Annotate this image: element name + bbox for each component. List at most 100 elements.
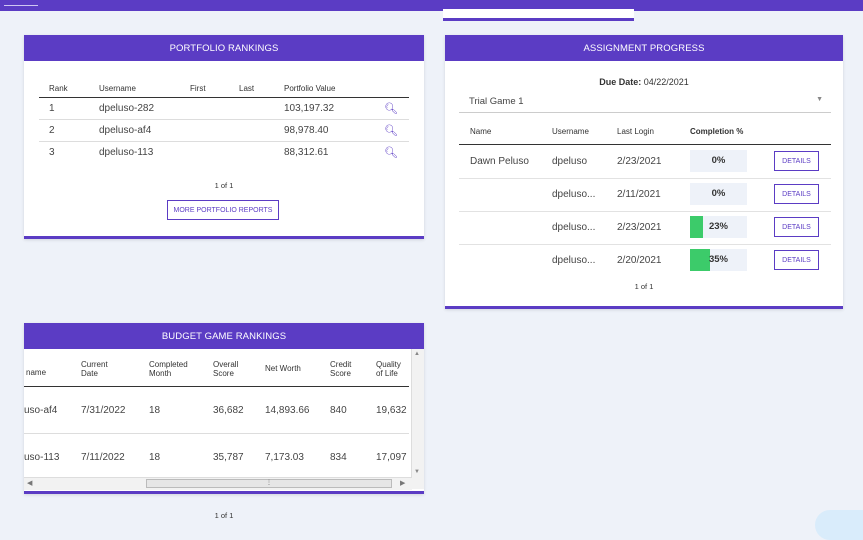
username-cell: dpeluso-282 (99, 97, 190, 120)
budget-table-scroll-area[interactable]: name Current Date Completed Month Overall S… (24, 349, 424, 491)
current-date-cell: 7/31/2022 (81, 405, 126, 416)
col-completed-month-line2: Month (149, 369, 172, 378)
table-row: 3 dpeluso-113 88,312.61 🔍︎ (39, 142, 409, 164)
first-cell (190, 97, 239, 120)
back-arrow-icon[interactable] (4, 0, 38, 6)
completion-progress-fill (690, 216, 704, 238)
completed-month-cell: 18 (149, 405, 161, 416)
assignment-select-value: Trial Game 1 (469, 96, 524, 107)
completion-value: 0% (711, 155, 726, 166)
details-button[interactable]: DETAILS (774, 151, 819, 171)
help-chat-button[interactable] (815, 510, 863, 540)
table-row: 2 dpeluso-af4 98,978.40 🔍︎ (39, 119, 409, 142)
magnifier-search-icon[interactable]: 🔍︎ (384, 147, 398, 159)
col-credit-score-line1: Credit (330, 360, 352, 369)
top-navigation-bar (0, 0, 863, 21)
due-date-value: 04/22/2021 (643, 77, 689, 87)
completion-progress: 23% (690, 216, 747, 238)
portfolio-rankings-title: PORTFOLIO RANKINGS (24, 35, 424, 61)
horizontal-scroll-thumb[interactable]: ⋮ (146, 479, 392, 488)
assignment-select[interactable]: Trial Game 1 ▼ (459, 90, 831, 113)
username-cell: dpeluso-af4 (99, 119, 190, 142)
completed-month-cell: 18 (149, 452, 161, 463)
scroll-left-arrow-icon[interactable]: ◀ (27, 480, 33, 487)
username-cell: uso-113 (24, 452, 60, 463)
username-cell: dpeluso (552, 156, 588, 167)
net-worth-cell: 7,173.03 (265, 452, 304, 463)
col-first: First (190, 79, 239, 98)
assignment-table-header: Name Username Last Login Completion % (459, 125, 831, 145)
budget-game-rankings-title: BUDGET GAME RANKINGS (24, 323, 424, 349)
table-row: dpeluso... 2/20/2021 35% DETAILS (459, 244, 831, 277)
col-completed-month: Completed Month (149, 360, 188, 378)
action-cell: 🔍︎ (384, 97, 409, 120)
rank-cell: 3 (49, 147, 55, 158)
col-rank: Rank (39, 79, 99, 98)
col-current-date: Current Date (81, 360, 108, 378)
vertical-scrollbar[interactable]: ▲ ▼ (411, 349, 424, 477)
completion-value: 23% (708, 221, 728, 232)
col-overall-score-line2: Score (213, 369, 234, 378)
details-button[interactable]: DETAILS (774, 250, 819, 270)
col-net-worth: Net Worth (265, 364, 301, 373)
col-credit-score: Credit Score (330, 360, 351, 378)
last-login-cell: 2/11/2021 (617, 189, 661, 200)
first-cell (190, 119, 239, 142)
completion-value: 35% (708, 254, 728, 265)
rank-cell: 2 (39, 119, 99, 142)
magnifier-search-icon[interactable]: 🔍︎ (384, 103, 398, 115)
quality-of-life-cell: 17,097 (376, 452, 407, 463)
last-login-cell: 2/23/2021 (617, 222, 662, 233)
horizontal-scrollbar[interactable]: ◀ ⋮ ▶ (24, 477, 412, 490)
last-login-cell: 2/23/2021 (617, 156, 662, 167)
completion-progress: 0% (690, 150, 747, 172)
current-date-cell: 7/11/2022 (81, 452, 125, 463)
scroll-up-arrow-icon[interactable]: ▲ (414, 351, 420, 357)
last-login-cell: 2/20/2021 (617, 255, 662, 266)
dropdown-caret-icon: ▼ (816, 96, 823, 103)
col-current-date-line2: Date (81, 369, 98, 378)
assignment-progress-card: ASSIGNMENT PROGRESS Due Date: 04/22/2021… (445, 35, 843, 309)
last-cell (239, 97, 284, 120)
completion-progress-fill (690, 249, 710, 271)
assignment-progress-title: ASSIGNMENT PROGRESS (445, 35, 843, 61)
col-credit-score-line2: Score (330, 369, 351, 378)
col-username: name (26, 368, 47, 377)
action-cell: 🔍︎ (384, 142, 409, 164)
value-cell: 103,197.32 (284, 97, 384, 120)
completion-value: 0% (711, 188, 726, 199)
value-cell: 88,312.61 (284, 147, 329, 158)
col-username: Username (552, 127, 589, 136)
details-button[interactable]: DETAILS (774, 217, 819, 237)
username-cell: dpeluso... (552, 222, 596, 233)
scroll-down-arrow-icon[interactable]: ▼ (414, 469, 420, 475)
completion-progress: 0% (690, 183, 747, 205)
table-row: dpeluso... 2/23/2021 23% DETAILS (459, 211, 831, 245)
col-overall-score-line1: Overall (213, 360, 239, 369)
due-date: Due Date: 04/22/2021 (445, 77, 843, 87)
table-row: uso-af4 7/31/2022 18 36,682 14,893.66 84… (24, 387, 409, 434)
portfolio-table: Rank Username First Last Portfolio Value… (39, 79, 409, 163)
last-cell (239, 119, 284, 142)
col-username: Username (99, 79, 190, 98)
details-button[interactable]: DETAILS (774, 184, 819, 204)
quality-of-life-cell: 19,632 (376, 405, 407, 416)
completion-progress: 35% (690, 249, 747, 271)
table-row: uso-113 7/11/2022 18 35,787 7,173.03 834… (24, 434, 409, 480)
username-cell: dpeluso-113 (99, 147, 154, 158)
magnifier-search-icon[interactable]: 🔍︎ (384, 125, 398, 137)
scroll-right-arrow-icon[interactable]: ▶ (400, 480, 406, 487)
col-current-date-line1: Current (81, 360, 108, 369)
net-worth-cell: 14,893.66 (265, 405, 310, 416)
col-overall-score: Overall Score (213, 360, 238, 378)
col-actions (384, 79, 409, 98)
col-name: Name (470, 127, 492, 136)
col-quality-of-life-line1: Quality (376, 360, 401, 369)
table-row: dpeluso... 2/11/2021 0% DETAILS (459, 178, 831, 212)
more-portfolio-reports-button[interactable]: MORE PORTFOLIO REPORTS (167, 200, 279, 220)
first-cell (190, 142, 239, 164)
username-cell: uso-af4 (24, 405, 58, 416)
budget-table-header: name Current Date Completed Month Overall S… (24, 349, 409, 387)
col-portfolio-value: Portfolio Value (284, 79, 384, 98)
rank-cell: 1 (39, 97, 99, 120)
